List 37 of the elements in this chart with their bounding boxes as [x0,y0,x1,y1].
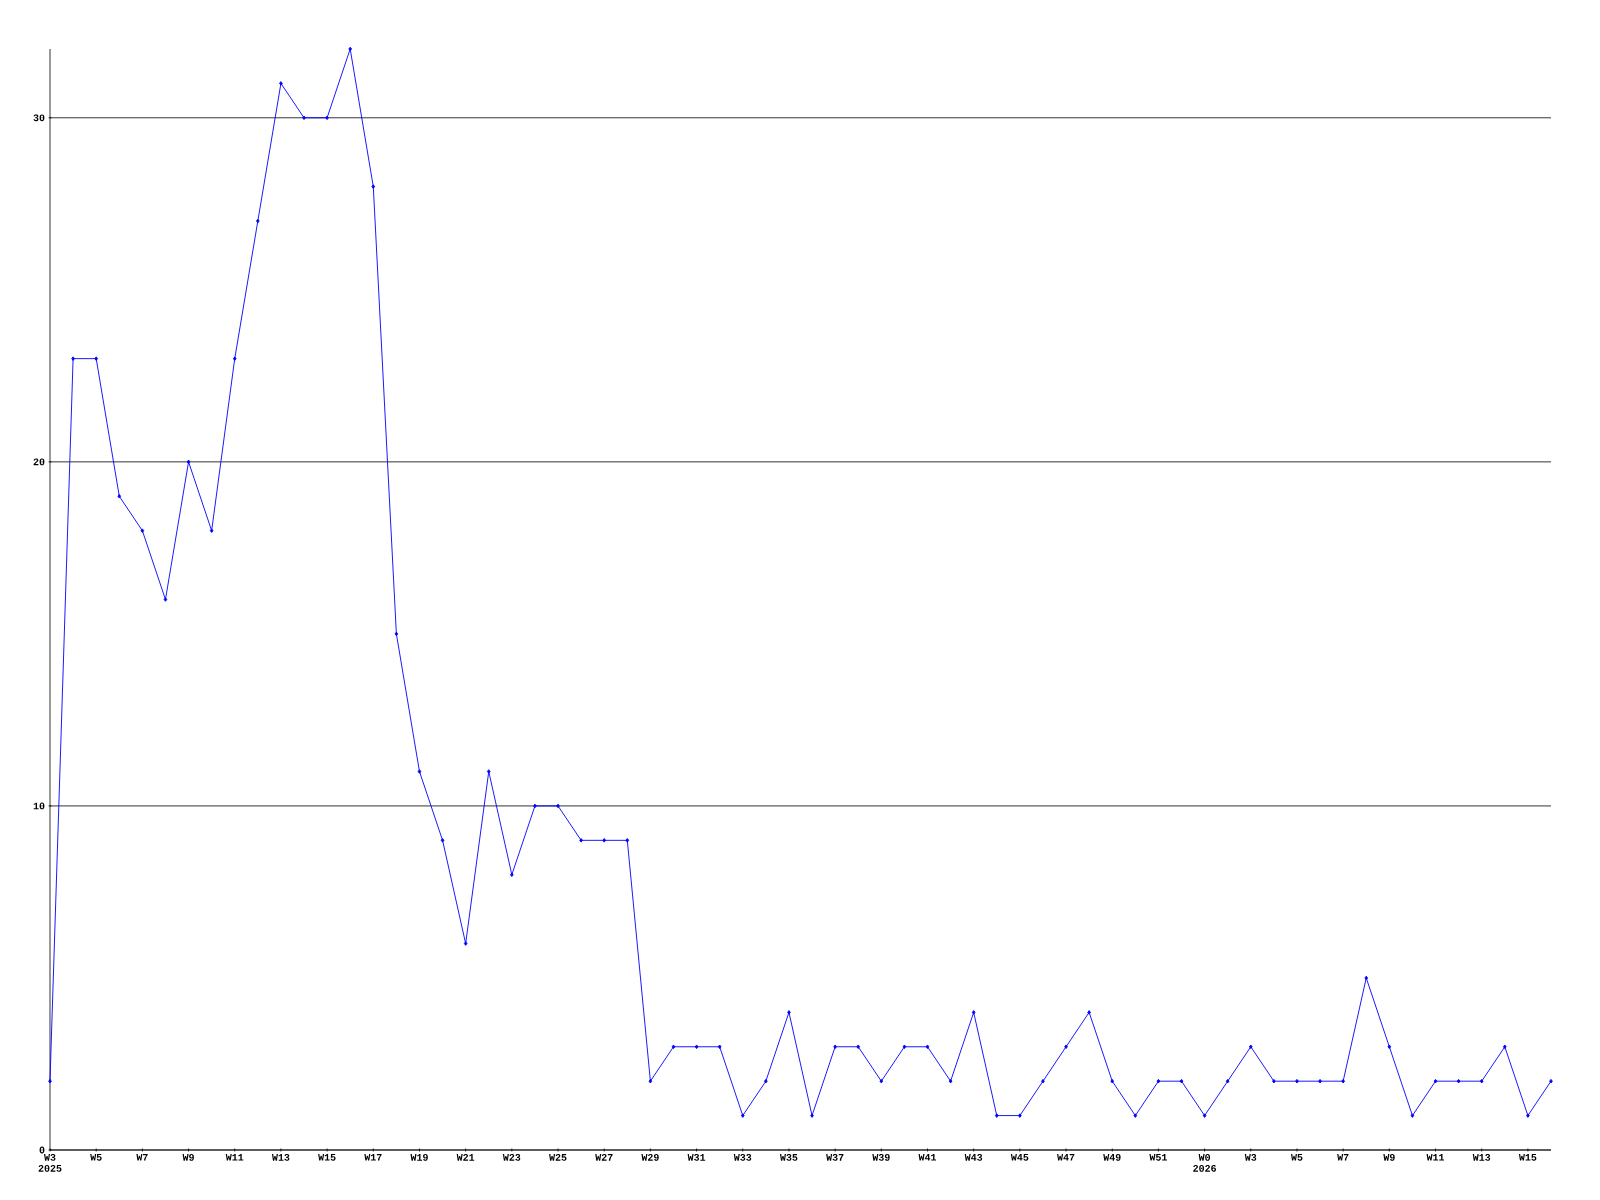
x-tick-label: W9 [182,1154,194,1161]
x-tick-label: W3 [1244,1154,1257,1161]
y-tick-label: 30 [33,114,45,122]
x-tick-label: W21 [456,1154,475,1161]
x-tick-label: W39 [872,1154,890,1161]
x-tick-label: W43 [964,1154,983,1161]
x-tick-label: W17 [364,1154,382,1161]
y-tick-label: 20 [33,458,45,466]
x-tick-label: W5 [1290,1154,1303,1161]
x-tick-label: W33 [733,1154,752,1161]
x-tick-label: W7 [136,1154,148,1161]
x-tick-label: W3 2025 [38,1154,62,1172]
x-tick-label: W0 2026 [1193,1154,1216,1172]
x-tick-label: W35 [779,1154,798,1161]
x-tick-label: W19 [410,1154,428,1161]
x-tick-label: W9 [1383,1154,1395,1161]
x-tick-label: W25 [549,1154,567,1161]
x-tick-label: W13 [271,1154,290,1161]
x-tick-label: W11 [1426,1154,1445,1161]
x-tick-label: W13 [1472,1154,1491,1161]
x-tick-label: W5 [90,1154,102,1161]
x-tick-label: W11 [225,1154,244,1161]
x-tick-label: W47 [1057,1154,1075,1161]
y-tick-label: 10 [33,802,45,810]
x-tick-label: W29 [641,1154,659,1161]
x-tick-label: W51 [1149,1154,1167,1161]
y-tick-label: 0 [39,1146,45,1154]
x-tick-label: W23 [502,1154,521,1161]
x-tick-label: W41 [918,1154,937,1161]
x-tick-label: W27 [595,1154,613,1161]
x-tick-label: W15 [318,1154,336,1161]
x-tick-label: W45 [1010,1154,1029,1161]
x-tick-label: W37 [826,1154,844,1161]
x-tick-label: W7 [1337,1154,1349,1161]
x-tick-label: W31 [687,1154,706,1161]
x-tick-label: W49 [1103,1154,1121,1161]
x-tick-label: W15 [1518,1154,1537,1161]
